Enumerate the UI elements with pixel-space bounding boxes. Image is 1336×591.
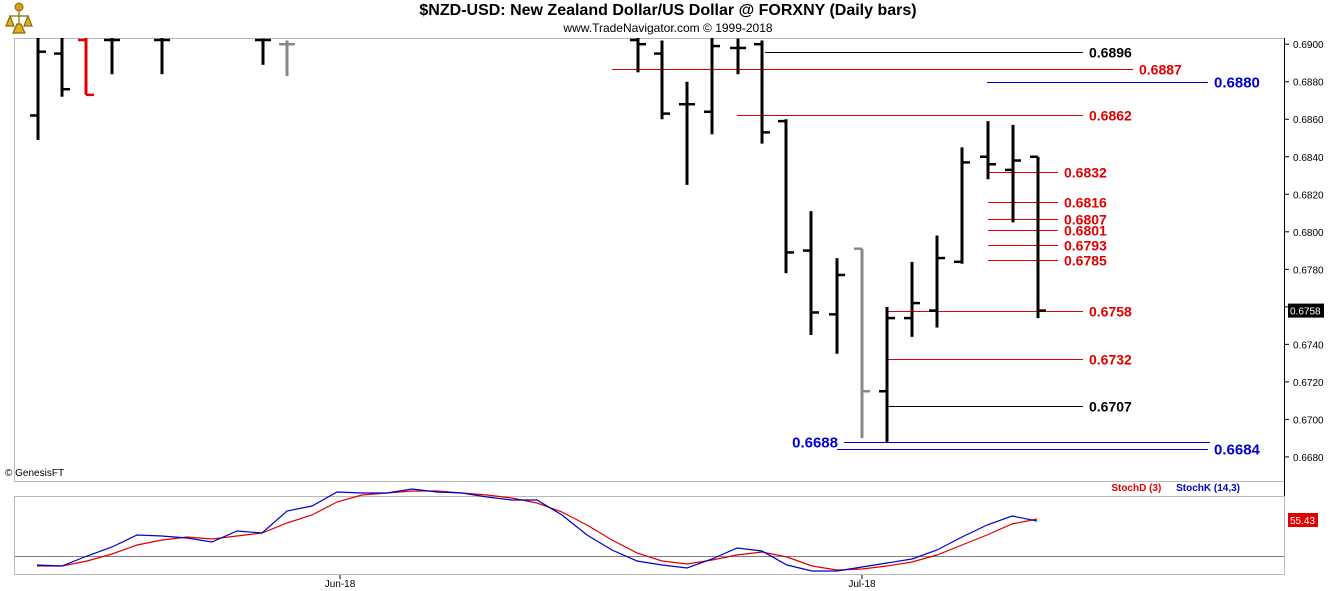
level-label: 0.6801 — [1064, 223, 1107, 239]
last-price-box — [1288, 303, 1324, 318]
level-label: 0.6793 — [1064, 238, 1107, 254]
x-tick-label: Jul-18 — [848, 579, 876, 590]
ohlc-bar — [954, 147, 970, 264]
ohlc-bar — [980, 121, 996, 180]
ohlc-bar — [754, 40, 770, 144]
stoch-last-label: 55.43 — [1290, 516, 1315, 527]
stoch-d-legend: StochD (3) — [1111, 483, 1162, 494]
ohlc-bar — [730, 38, 746, 75]
stoch-lines — [36, 488, 1038, 572]
stoch-series-line — [36, 488, 1038, 572]
y-tick-label: 0.6780 — [1293, 265, 1324, 276]
ohlc-bar — [1005, 124, 1021, 223]
y-tick-label: 0.6740 — [1293, 340, 1324, 351]
ohlc-bars — [30, 38, 1046, 442]
stoch-panel-frame — [14, 496, 1285, 575]
level-label: 0.6707 — [1089, 399, 1132, 415]
ohlc-bar — [679, 81, 695, 185]
chart-header: $NZD-USD: New Zealand Dollar/US Dollar @… — [0, 0, 1336, 38]
chart-subtitle: www.TradeNavigator.com © 1999-2018 — [563, 21, 773, 35]
price-axis: 0.6900 0.6880 0.6860 0.6840 0.6820 0.6800 0.67… — [1284, 40, 1324, 464]
ohlc-bar — [803, 211, 819, 335]
ohlc-bar — [1030, 155, 1046, 319]
ohlc-bar — [829, 258, 845, 354]
level-label: 0.6880 — [1214, 75, 1260, 92]
ohlc-bar — [879, 306, 895, 442]
genesis-watermark: © GenesisFT — [5, 468, 65, 479]
stoch-k-legend: StochK (14,3) — [1176, 483, 1240, 494]
last-price-marker: 0.6758 — [1288, 303, 1324, 318]
stoch-legend: StochD (3) StochK (14,3) — [1111, 483, 1240, 494]
ohlc-bar — [904, 261, 920, 337]
y-tick-label: 0.6880 — [1293, 78, 1324, 89]
ohlc-bar — [154, 38, 170, 75]
ohlc-bar — [630, 38, 646, 73]
trade-navigator-logo — [5, 2, 33, 34]
level-label: 0.6758 — [1089, 304, 1132, 320]
ohlc-bar — [30, 38, 46, 140]
x-tick-label: Jun-18 — [325, 579, 356, 590]
level-label: 0.6816 — [1064, 195, 1107, 211]
stoch-series-line — [37, 490, 1038, 571]
y-tick-label: 0.6900 — [1293, 40, 1324, 51]
ohlc-bar — [854, 247, 870, 439]
y-tick-label: 0.6680 — [1293, 453, 1324, 464]
level-label: 0.6732 — [1089, 352, 1132, 368]
ohlc-bar — [279, 40, 295, 77]
level-label: 0.6832 — [1064, 165, 1107, 181]
last-price-label: 0.6758 — [1290, 307, 1321, 318]
y-tick-label: 0.6720 — [1293, 378, 1324, 389]
ohlc-bar — [778, 119, 794, 274]
ohlc-bar — [255, 38, 271, 65]
stoch-last-marker: 55.43 — [1288, 513, 1318, 527]
level-label: 0.6862 — [1089, 108, 1132, 124]
y-tick-label: 0.6860 — [1293, 115, 1324, 126]
level-label: 0.6807 — [1064, 212, 1107, 228]
stoch-last-box — [1288, 513, 1318, 527]
level-label: 0.6887 — [1139, 62, 1182, 78]
level-lines: 0.68960.68870.68800.68620.68320.68160.68… — [612, 45, 1261, 459]
ohlc-bar — [54, 38, 70, 97]
ohlc-bar — [704, 38, 720, 135]
ohlc-bar — [104, 38, 120, 75]
level-label: 0.6896 — [1089, 45, 1132, 61]
level-label: 0.6684 — [1214, 442, 1261, 459]
level-label: 0.6785 — [1064, 253, 1107, 269]
y-tick-label: 0.6800 — [1293, 228, 1324, 239]
chart-title: $NZD-USD: New Zealand Dollar/US Dollar @… — [419, 2, 917, 19]
y-tick-label: 0.6700 — [1293, 415, 1324, 426]
level-label: 0.6688 — [792, 435, 838, 452]
ohlc-bar — [78, 38, 94, 97]
y-tick-label: 0.6820 — [1293, 190, 1324, 201]
date-axis: Jun-18 Jul-18 — [325, 575, 876, 590]
ohlc-bar — [654, 40, 670, 120]
ohlc-bar — [929, 235, 945, 328]
y-tick-label: 0.6840 — [1293, 153, 1324, 164]
